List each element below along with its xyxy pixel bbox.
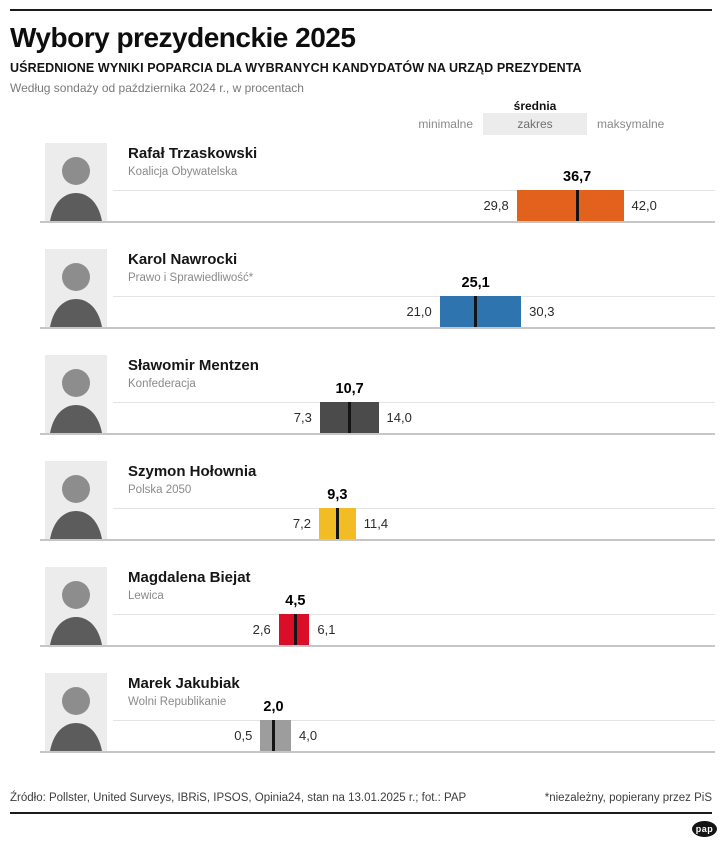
- candidate-party: Wolni Republikanie: [128, 696, 227, 708]
- row-baseline: [113, 190, 715, 191]
- range-bar: [516, 190, 624, 221]
- max-value-label: 30,3: [529, 304, 555, 319]
- candidate-photo: [45, 355, 107, 433]
- candidate-name: Szymon Hołownia: [128, 463, 257, 480]
- candidate-row: Magdalena Biejat Lewica 2,6 4,5 6,1: [0, 565, 720, 647]
- max-value-label: 11,4: [363, 516, 389, 531]
- candidate-party: Koalicja Obywatelska: [128, 166, 238, 178]
- candidate-party: Prawo i Sprawiedliwość*: [128, 272, 254, 284]
- legend-max-label: maksymalne: [597, 117, 665, 131]
- row-baseline: [113, 614, 715, 615]
- candidate-photo: [45, 673, 107, 751]
- footer: Źródło: Pollster, United Surveys, IBRiS,…: [10, 792, 712, 804]
- range-bar: [439, 296, 522, 327]
- row-baseline: [113, 296, 715, 297]
- mean-value-label: 10,7: [335, 381, 364, 397]
- min-value-label: 2,6: [252, 622, 271, 637]
- mean-tick: [293, 614, 297, 645]
- legend-mean-label: średnia: [513, 99, 557, 113]
- mean-tick: [272, 720, 275, 751]
- range-bar: [278, 614, 310, 645]
- candidate-name: Karol Nawrocki: [128, 251, 238, 268]
- row-separator: [40, 751, 715, 753]
- mean-value-label: 9,3: [327, 487, 348, 503]
- candidate-party: Lewica: [128, 590, 164, 602]
- max-value-label: 6,1: [317, 622, 336, 637]
- candidate-name: Marek Jakubiak: [128, 675, 240, 692]
- candidate-party: Polska 2050: [128, 484, 192, 496]
- footer-rule: [10, 812, 712, 814]
- candidate-photo: [45, 567, 107, 645]
- min-value-label: 0,5: [234, 728, 253, 743]
- row-separator: [40, 539, 715, 541]
- range-bar: [319, 402, 379, 433]
- candidate-row: Karol Nawrocki Prawo i Sprawiedliwość* 2…: [0, 247, 720, 329]
- pap-logo: pap: [692, 821, 717, 837]
- candidate-row: Marek Jakubiak Wolni Republikanie 0,5 2,…: [0, 671, 720, 753]
- row-separator: [40, 221, 715, 223]
- page-title: Wybory prezydenckie 2025: [10, 22, 356, 53]
- mean-tick: [348, 402, 352, 433]
- candidate-row: Rafał Trzaskowski Koalicja Obywatelska 2…: [0, 141, 720, 223]
- min-value-label: 21,0: [406, 304, 432, 319]
- candidate-name: Rafał Trzaskowski: [128, 145, 258, 162]
- source-note: Źródło: Pollster, United Surveys, IBRiS,…: [10, 792, 467, 804]
- footnote: *niezależny, popierany przez PiS: [544, 792, 712, 804]
- candidate-photo: [45, 143, 107, 221]
- mean-value-label: 36,7: [563, 169, 592, 185]
- min-value-label: 7,2: [292, 516, 311, 531]
- mean-value-label: 25,1: [461, 275, 490, 291]
- candidate-row: Szymon Hołownia Polska 2050 7,2 9,3 11,4: [0, 459, 720, 541]
- mean-tick: [474, 296, 478, 327]
- legend-range-box: zakres: [483, 113, 587, 135]
- row-separator: [40, 645, 715, 647]
- candidate-party: Konfederacja: [128, 378, 196, 390]
- legend-min-label: minimalne: [418, 117, 473, 131]
- row-baseline: [113, 720, 715, 721]
- row-baseline: [113, 402, 715, 403]
- row-baseline: [113, 508, 715, 509]
- candidate-name: Sławomir Mentzen: [128, 357, 259, 374]
- max-value-label: 4,0: [299, 728, 318, 743]
- mean-value-label: 4,5: [285, 593, 306, 609]
- max-value-label: 42,0: [631, 198, 657, 213]
- candidate-photo: [45, 249, 107, 327]
- range-bar: [319, 508, 356, 539]
- methodology-note: Według sondaży od października 2024 r., …: [10, 81, 304, 95]
- min-value-label: 7,3: [293, 410, 312, 425]
- max-value-label: 14,0: [386, 410, 412, 425]
- mean-value-label: 2,0: [263, 699, 284, 715]
- top-rule: [10, 9, 712, 11]
- min-value-label: 29,8: [483, 198, 509, 213]
- mean-tick: [575, 190, 579, 221]
- range-bar: [260, 720, 291, 751]
- row-separator: [40, 327, 715, 329]
- candidate-row: Sławomir Mentzen Konfederacja 7,3 10,7 1…: [0, 353, 720, 435]
- row-separator: [40, 433, 715, 435]
- candidate-photo: [45, 461, 107, 539]
- page-subtitle: UŚREDNIONE WYNIKI POPARCIA DLA WYBRANYCH…: [10, 61, 582, 75]
- candidate-name: Magdalena Biejat: [128, 569, 251, 586]
- mean-tick: [335, 508, 339, 539]
